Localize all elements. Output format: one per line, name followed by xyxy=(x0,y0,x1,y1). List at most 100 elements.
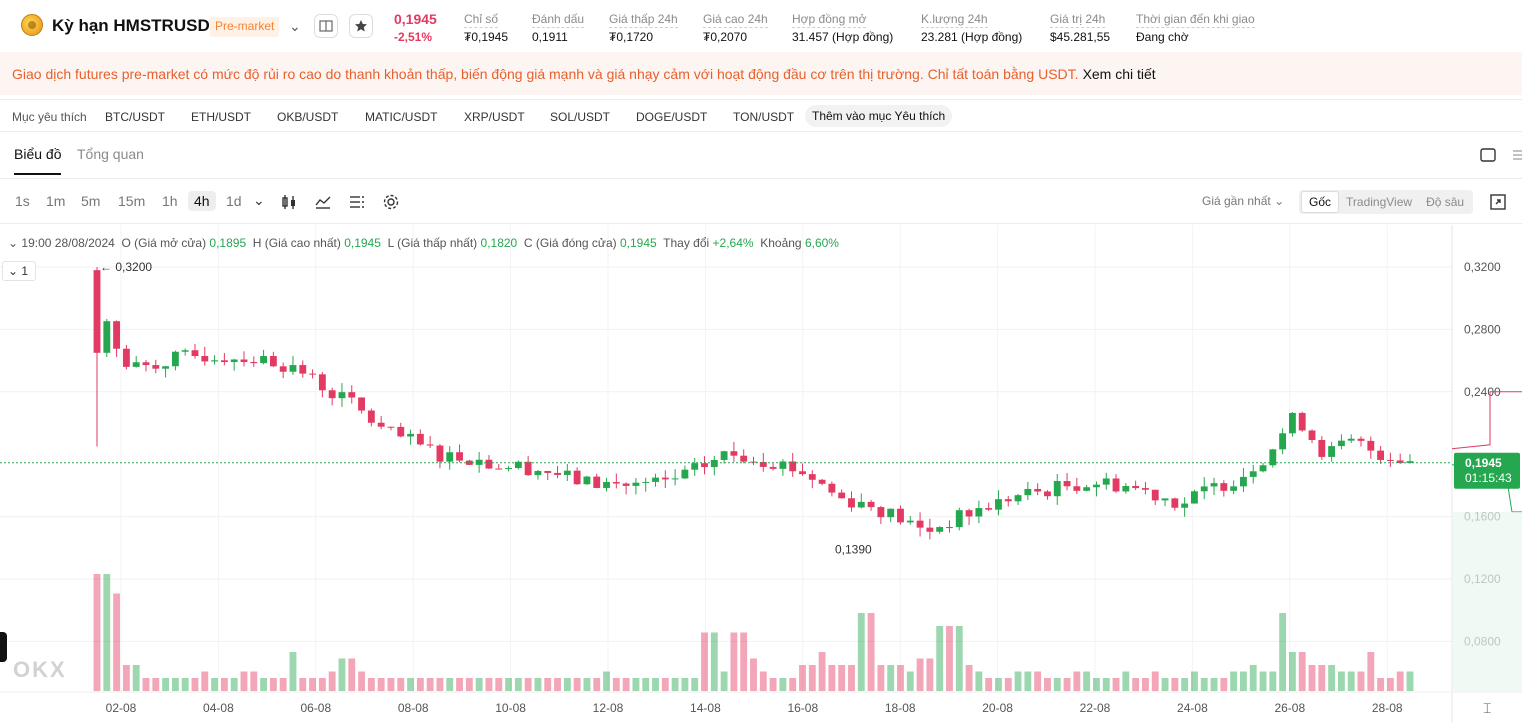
price-type-select[interactable]: Giá gần nhất ⌄ xyxy=(1202,194,1284,208)
candle-body xyxy=(367,410,375,423)
candle-body xyxy=(220,360,228,363)
timeframe-1m[interactable]: 1m xyxy=(46,193,66,209)
low-annotation: 0,1390 xyxy=(835,542,872,556)
volume-bar xyxy=(808,665,816,691)
candle-body xyxy=(142,362,150,366)
timeframe-1s[interactable]: 1s xyxy=(15,193,30,209)
volume-bar xyxy=(338,658,346,691)
side-panel-handle[interactable] xyxy=(0,632,7,662)
ohlc-change: +2,64% xyxy=(712,236,754,250)
volume-bar xyxy=(328,671,336,691)
volume-bar xyxy=(269,678,277,691)
candle-body xyxy=(671,478,679,480)
see-details-link[interactable]: Xem chi tiết xyxy=(1082,66,1156,82)
candle-body xyxy=(554,472,561,475)
settings-gear-icon[interactable] xyxy=(382,193,400,211)
favorite-item-eth[interactable]: ETH/USDT xyxy=(191,110,251,124)
tab-overview[interactable]: Tổng quan xyxy=(77,146,144,162)
view-depth-button[interactable]: Độ sâu xyxy=(1426,195,1465,209)
price-type-label: Giá gần nhất xyxy=(1202,194,1271,208)
timeframe-1h[interactable]: 1h xyxy=(162,193,178,209)
multi-layout-icon[interactable] xyxy=(1512,148,1522,162)
candle-body xyxy=(162,366,170,369)
candle-body xyxy=(848,498,855,508)
ohlc-low-label: L (Giá thấp nhất) xyxy=(387,236,478,250)
ohlc-collapse-chevron-icon[interactable]: ⌄ xyxy=(8,236,19,250)
favorite-item-sol[interactable]: SOL/USDT xyxy=(550,110,611,124)
x-axis-tick-label: 04-08 xyxy=(203,701,234,715)
chart-view-segment: Gốc TradingView Độ sâu xyxy=(1299,190,1474,214)
info-book-button[interactable] xyxy=(314,14,338,38)
favorite-item-matic[interactable]: MATIC/USDT xyxy=(365,110,438,124)
candle-body xyxy=(828,483,836,493)
stat-label: Chỉ số xyxy=(464,12,499,28)
ohlc-high: 0,1945 xyxy=(344,236,381,250)
view-tradingview-button[interactable]: TradingView xyxy=(1346,195,1413,209)
candle-body xyxy=(867,501,875,508)
candle-body xyxy=(446,452,454,462)
candle-body xyxy=(1210,483,1218,487)
candle-body xyxy=(897,508,904,523)
indicators-icon[interactable] xyxy=(314,193,332,211)
candle-body xyxy=(181,350,189,352)
candle-body xyxy=(1161,498,1169,501)
stat-value-24h: Giá trị 24h $45.281,55 xyxy=(1050,12,1110,44)
candle-body xyxy=(573,470,581,485)
favorite-item-ton[interactable]: TON/USDT xyxy=(733,110,795,124)
volume-bar xyxy=(838,665,846,691)
stat-time-to-delivery: Thời gian đến khi giao Đang chờ xyxy=(1136,12,1255,44)
timeframe-15m[interactable]: 15m xyxy=(118,193,146,209)
volume-bar xyxy=(1239,671,1247,691)
drawing-tools-icon[interactable] xyxy=(348,193,366,211)
candle-body xyxy=(1288,412,1296,434)
chevron-down-icon[interactable]: ⌄ xyxy=(289,18,301,34)
volume-bar xyxy=(260,678,268,691)
price-change-pct: -2,51% xyxy=(394,30,433,44)
candlestick-type-icon[interactable] xyxy=(280,193,298,211)
candle-body xyxy=(838,492,846,499)
ohlc-close-label: C (Giá đóng cửa) xyxy=(523,236,617,250)
favorite-item-doge[interactable]: DOGE/USDT xyxy=(636,110,708,124)
candle-body xyxy=(260,356,268,364)
favorite-item-xrp[interactable]: XRP/USDT xyxy=(464,110,525,124)
candle-body xyxy=(93,270,101,353)
legend-count: 1 xyxy=(21,264,29,278)
volume-bar xyxy=(1004,678,1012,691)
volume-bar xyxy=(759,671,767,691)
timeframe-5m[interactable]: 5m xyxy=(81,193,101,209)
favorite-item-btc[interactable]: BTC/USDT xyxy=(105,110,165,124)
candle-body xyxy=(720,451,728,460)
stat-mark: Đánh dấu 0,1911 xyxy=(532,12,585,44)
tab-chart[interactable]: Biểu đồ xyxy=(14,146,62,175)
candlestick-chart[interactable]: 0,32000,28000,24000,16000,12000,080002-0… xyxy=(0,225,1522,722)
timeframe-1d[interactable]: 1d xyxy=(226,193,242,209)
candle-body xyxy=(1112,478,1120,492)
volume-bar xyxy=(1249,665,1257,691)
volume-bar xyxy=(612,678,620,691)
view-original-button[interactable]: Gốc xyxy=(1301,191,1340,213)
volume-bar xyxy=(975,671,983,691)
candle-body xyxy=(759,461,767,467)
volume-bar xyxy=(524,678,532,691)
volume-bar xyxy=(1328,665,1336,691)
single-layout-icon[interactable] xyxy=(1480,148,1496,162)
timeframe-more-chevron-icon[interactable]: ⌄ xyxy=(253,192,265,208)
favorite-star-button[interactable] xyxy=(349,14,373,38)
volume-bar xyxy=(1191,671,1198,691)
volume-bar xyxy=(1347,671,1355,691)
volume-bar xyxy=(622,678,630,691)
timeframe-4h[interactable]: 4h xyxy=(188,191,216,211)
chart-area[interactable]: 0,32000,28000,24000,16000,12000,080002-0… xyxy=(0,225,1522,722)
add-to-favorites-button[interactable]: Thêm vào mục Yêu thích xyxy=(805,105,953,127)
volume-bar xyxy=(1024,671,1032,691)
candle-body xyxy=(1328,446,1336,457)
volume-bar xyxy=(769,678,777,691)
pair-title[interactable]: Kỳ hạn HMSTRUSDT xyxy=(52,16,221,35)
volume-bar xyxy=(965,665,973,691)
fullscreen-icon[interactable] xyxy=(1489,193,1507,211)
indicator-legend-toggle[interactable]: ⌄ 1 xyxy=(2,261,36,281)
volume-bar xyxy=(220,678,228,691)
volume-bar xyxy=(877,665,885,691)
favorite-item-okb[interactable]: OKB/USDT xyxy=(277,110,339,124)
volume-bar xyxy=(583,678,591,691)
